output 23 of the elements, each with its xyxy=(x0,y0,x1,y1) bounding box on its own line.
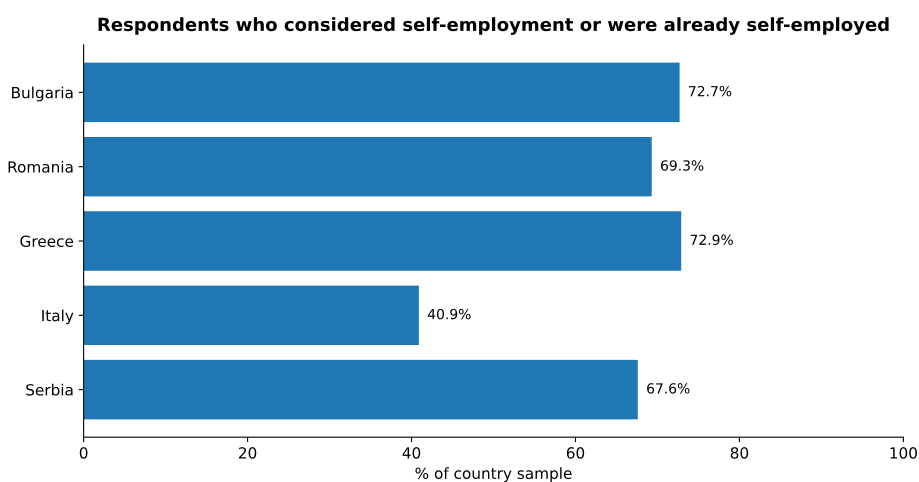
y-tick-label: Romania xyxy=(8,160,73,173)
y-tick-label: Bulgaria xyxy=(12,86,73,102)
x-tick-label: 80 xyxy=(730,447,748,459)
x-tick-label: 0 xyxy=(80,447,88,459)
chart-title: Respondents who considered self-employment or were already self-employed xyxy=(98,17,889,35)
bar xyxy=(84,211,682,271)
y-tick-label: Greece xyxy=(20,235,74,248)
data-label: 67.6% xyxy=(647,383,690,394)
bar xyxy=(84,360,638,420)
y-tick-label: Italy xyxy=(42,310,74,324)
y-tick-label: Serbia xyxy=(26,384,73,396)
data-label: 40.9% xyxy=(428,308,471,320)
x-tick-label: 20 xyxy=(238,447,256,459)
data-label: 72.7% xyxy=(689,86,732,96)
bar xyxy=(84,136,652,196)
x-tick-label: 60 xyxy=(566,447,584,459)
x-tick-label: 40 xyxy=(402,447,420,459)
data-label: 69.3% xyxy=(661,160,704,171)
bar xyxy=(84,62,680,122)
x-axis-title: % of country sample xyxy=(415,467,572,482)
x-tick-label: 100 xyxy=(890,447,917,459)
data-label: 72.9% xyxy=(690,234,733,246)
bar xyxy=(84,286,419,346)
